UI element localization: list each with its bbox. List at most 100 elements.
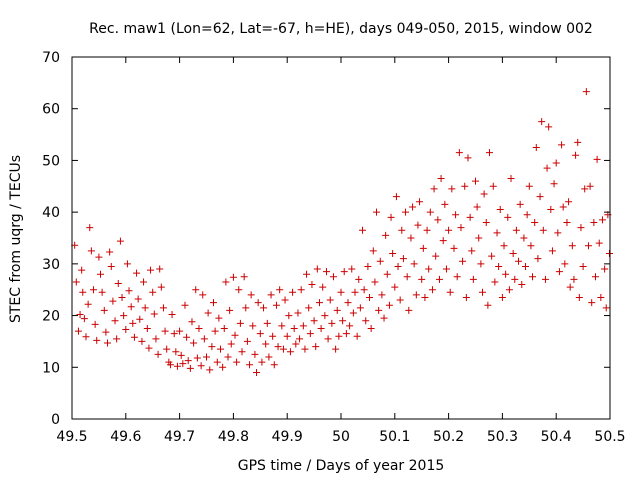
data-point (294, 309, 302, 317)
chart-title: Rec. maw1 (Lon=62, Lat=-67, h=HE), days … (89, 21, 593, 37)
data-point (355, 275, 363, 283)
data-point (260, 304, 268, 312)
data-point (329, 273, 337, 281)
data-point (82, 333, 90, 341)
data-point (281, 296, 289, 304)
data-point (527, 242, 535, 250)
data-point (346, 322, 354, 330)
data-point (184, 357, 192, 365)
data-point (118, 293, 126, 301)
data-point (222, 278, 230, 286)
data-point (100, 306, 108, 314)
data-point (200, 335, 208, 343)
data-point (398, 226, 406, 234)
data-point (525, 182, 533, 190)
data-point (575, 293, 583, 301)
data-point (555, 268, 563, 276)
data-point (450, 244, 458, 252)
data-point (104, 339, 112, 347)
x-tick-label: 49.9 (272, 429, 303, 445)
y-tick-label: 60 (42, 102, 60, 118)
data-point (383, 270, 391, 278)
data-point (442, 265, 450, 273)
data-point (315, 299, 323, 307)
data-point (359, 226, 367, 234)
data-point (418, 275, 426, 283)
data-point (349, 309, 357, 317)
data-point (462, 293, 470, 301)
data-point (114, 280, 122, 288)
data-point (477, 260, 485, 268)
data-point (396, 296, 404, 304)
data-point (414, 221, 422, 229)
x-tick-label: 50.4 (541, 429, 572, 445)
data-point (258, 358, 266, 366)
data-point (136, 315, 144, 323)
data-point (166, 361, 174, 369)
data-point (457, 224, 465, 232)
data-point (574, 138, 582, 146)
data-point (348, 265, 356, 273)
data-point (566, 283, 574, 291)
data-point (539, 226, 547, 234)
data-point (91, 320, 99, 328)
data-point (319, 283, 327, 291)
data-point (199, 291, 207, 299)
data-point (246, 361, 254, 369)
data-point (322, 268, 330, 276)
data-point (216, 345, 224, 353)
data-point (493, 229, 501, 237)
data-points (71, 88, 613, 376)
data-point (161, 327, 169, 335)
data-point (301, 345, 309, 353)
data-point (95, 253, 103, 261)
data-point (577, 224, 585, 232)
data-point (154, 350, 162, 358)
data-point (150, 310, 158, 318)
data-point (351, 288, 359, 296)
data-point (149, 288, 157, 296)
data-point (428, 286, 436, 294)
data-point (283, 332, 291, 340)
data-point (125, 287, 133, 295)
data-point (561, 260, 569, 268)
data-point (335, 332, 343, 340)
data-point (480, 190, 488, 198)
data-point (550, 180, 558, 188)
data-point (226, 306, 234, 314)
data-point (109, 297, 117, 305)
data-point (389, 250, 397, 258)
data-point (116, 237, 124, 245)
data-point (229, 273, 237, 281)
data-point (382, 231, 390, 239)
data-point (512, 226, 520, 234)
data-point (392, 193, 400, 201)
data-point (172, 348, 180, 356)
data-point (353, 332, 361, 340)
data-point (285, 312, 293, 320)
data-point (274, 343, 282, 351)
data-point (219, 363, 227, 371)
data-point (292, 340, 300, 348)
data-point (478, 288, 486, 296)
data-point (211, 327, 219, 335)
data-point (340, 268, 348, 276)
data-point (328, 319, 336, 327)
data-point (586, 182, 594, 190)
y-tick-label: 0 (51, 412, 60, 428)
data-point (134, 295, 142, 303)
x-axis-title: GPS time / Days of year 2015 (238, 458, 445, 474)
data-point (204, 309, 212, 317)
data-point (102, 328, 110, 336)
data-point (86, 224, 94, 232)
data-point (272, 301, 280, 309)
data-point (262, 340, 270, 348)
data-point (276, 286, 284, 294)
data-point (391, 283, 399, 291)
data-point (289, 288, 297, 296)
data-point (97, 270, 105, 278)
data-point (209, 299, 217, 307)
data-point (231, 331, 239, 339)
data-point (242, 304, 250, 312)
data-point (437, 175, 445, 183)
